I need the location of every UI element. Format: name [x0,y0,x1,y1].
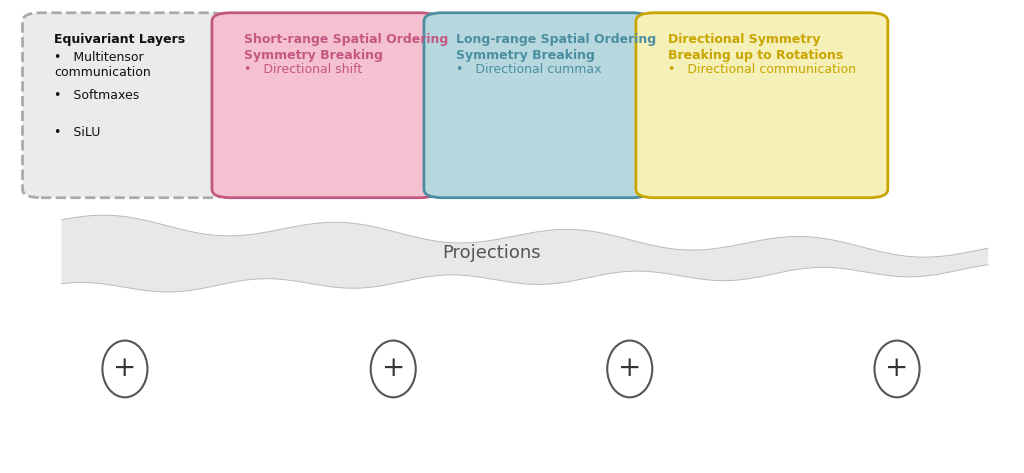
FancyBboxPatch shape [212,13,438,198]
Ellipse shape [607,341,652,397]
Text: •   Directional cummax: • Directional cummax [456,62,601,76]
Polygon shape [61,215,988,292]
FancyBboxPatch shape [23,13,228,198]
Text: +: + [114,355,136,383]
Ellipse shape [102,341,147,397]
Text: Projections: Projections [442,244,541,262]
Text: +: + [382,355,404,383]
Ellipse shape [874,341,920,397]
FancyBboxPatch shape [636,13,888,198]
Text: Long-range Spatial Ordering
Symmetry Breaking: Long-range Spatial Ordering Symmetry Bre… [456,33,655,62]
Text: •   Directional shift: • Directional shift [244,62,361,76]
Text: Short-range Spatial Ordering
Symmetry Breaking: Short-range Spatial Ordering Symmetry Br… [244,33,447,62]
Text: +: + [618,355,641,383]
Text: •   Softmaxes: • Softmaxes [54,88,139,102]
Text: •   Directional communication: • Directional communication [668,62,856,76]
Text: +: + [886,355,908,383]
Text: •   Multitensor
communication: • Multitensor communication [54,51,151,79]
Ellipse shape [371,341,416,397]
Text: •   SiLU: • SiLU [54,126,100,140]
FancyBboxPatch shape [424,13,650,198]
Text: Directional Symmetry
Breaking up to Rotations: Directional Symmetry Breaking up to Rota… [668,33,843,62]
Text: Equivariant Layers: Equivariant Layers [54,33,185,46]
